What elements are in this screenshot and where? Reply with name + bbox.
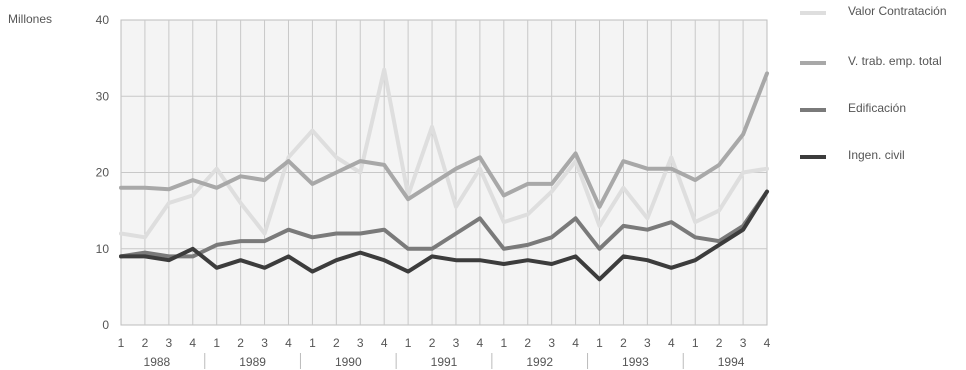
x-tick-label: 1 bbox=[596, 336, 603, 350]
grid-lines bbox=[121, 20, 767, 325]
legend-label-valor-contratacion: Valor Contratación bbox=[848, 4, 947, 18]
x-tick-label: 4 bbox=[764, 336, 771, 350]
year-label: 1994 bbox=[718, 355, 745, 369]
legend-label-edificacion: Edificación bbox=[848, 101, 907, 115]
series-lines bbox=[119, 67, 769, 282]
y-tick-label: 20 bbox=[96, 166, 110, 180]
x-tick-label: 4 bbox=[285, 336, 292, 350]
y-axis: 0 10 20 30 40 bbox=[96, 13, 110, 332]
legend-label-ingen-civil: Ingen. civil bbox=[848, 148, 905, 162]
y-tick-label: 0 bbox=[102, 318, 109, 332]
legend-swatch-ingen-civil bbox=[800, 155, 826, 159]
series-line-1 bbox=[119, 71, 769, 209]
x-tick-label: 1 bbox=[118, 336, 125, 350]
year-label: 1992 bbox=[526, 355, 553, 369]
legend-item-ingen-civil: Ingen. civil bbox=[800, 148, 966, 168]
legend-swatch-v-trab-emp-total bbox=[800, 61, 826, 65]
legend-item-valor-contratacion: Valor Contratación bbox=[800, 4, 966, 24]
x-tick-label: 4 bbox=[572, 336, 579, 350]
legend-swatch-valor-contratacion bbox=[800, 11, 826, 15]
x-tick-label: 2 bbox=[524, 336, 531, 350]
series-line-2 bbox=[119, 189, 769, 259]
year-label: 1990 bbox=[335, 355, 362, 369]
x-tick-label: 2 bbox=[429, 336, 436, 350]
x-tick-label: 3 bbox=[453, 336, 460, 350]
x-tick-label: 3 bbox=[261, 336, 268, 350]
x-tick-label: 2 bbox=[237, 336, 244, 350]
x-tick-label: 1 bbox=[309, 336, 316, 350]
y-tick-label: 30 bbox=[96, 89, 110, 103]
x-tick-label: 1 bbox=[500, 336, 507, 350]
y-tick-label: 40 bbox=[96, 13, 110, 27]
series-line-0 bbox=[119, 67, 769, 240]
x-tick-label: 1 bbox=[213, 336, 220, 350]
x-tick-label: 1 bbox=[405, 336, 412, 350]
x-tick-label: 4 bbox=[477, 336, 484, 350]
x-tick-label: 2 bbox=[333, 336, 340, 350]
x-tick-label: 3 bbox=[357, 336, 364, 350]
year-label: 1993 bbox=[622, 355, 649, 369]
year-label: 1988 bbox=[144, 355, 171, 369]
x-tick-label: 4 bbox=[189, 336, 196, 350]
x-tick-label: 2 bbox=[620, 336, 627, 350]
x-tick-label: 4 bbox=[668, 336, 675, 350]
y-axis-unit-label: Millones bbox=[8, 12, 53, 26]
x-tick-label: 4 bbox=[381, 336, 388, 350]
x-tick-label: 3 bbox=[740, 336, 747, 350]
legend-item-edificacion: Edificación bbox=[800, 101, 966, 121]
x-tick-label: 2 bbox=[142, 336, 149, 350]
x-tick-label: 1 bbox=[692, 336, 699, 350]
year-label: 1991 bbox=[431, 355, 458, 369]
y-tick-label: 10 bbox=[96, 242, 110, 256]
legend-item-v-trab-emp-total: V. trab. emp. total bbox=[800, 54, 966, 74]
x-axis: 1 2 3 4 1 2 3 4 1 2 3 4 1 2 3 4 1 2 3 4 1 2 3 4 1 2 3 4 1988 1989 1990… bbox=[118, 336, 771, 369]
year-label: 1989 bbox=[239, 355, 266, 369]
legend-swatch-edificacion bbox=[800, 108, 826, 112]
x-tick-label: 3 bbox=[548, 336, 555, 350]
x-tick-label: 3 bbox=[166, 336, 173, 350]
legend-label-v-trab-emp-total: V. trab. emp. total bbox=[848, 54, 942, 68]
x-tick-label: 2 bbox=[716, 336, 723, 350]
series-line-3 bbox=[119, 189, 769, 282]
x-tick-label: 3 bbox=[644, 336, 651, 350]
legend: Valor Contratación V. trab. emp. total E… bbox=[800, 0, 966, 180]
